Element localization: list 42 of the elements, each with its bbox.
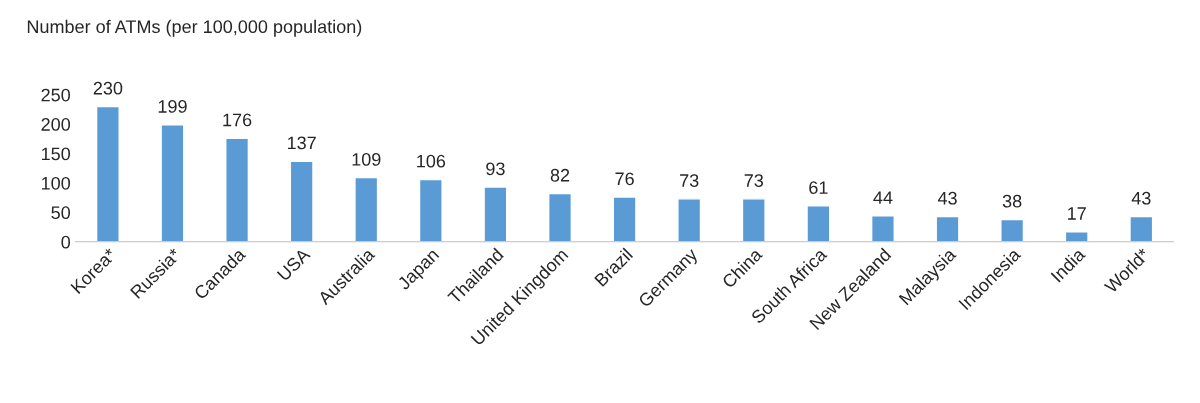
data-label: 43 [937, 191, 957, 205]
bar [225, 137, 250, 242]
bar [935, 215, 960, 242]
data-label: 82 [550, 168, 570, 182]
bar [1129, 215, 1154, 242]
bar [483, 186, 508, 242]
data-label: 73 [744, 174, 764, 187]
bar [95, 105, 120, 242]
data-label: 109 [352, 152, 381, 166]
bar [1064, 231, 1089, 242]
bar [741, 198, 766, 242]
y-tick-label: 0 [61, 235, 71, 249]
data-label: 106 [417, 154, 446, 168]
data-label: 73 [680, 174, 699, 187]
data-label: 230 [93, 81, 123, 95]
data-label: 76 [615, 172, 634, 186]
y-tick-label: 200 [41, 118, 71, 131]
data-label: 17 [1068, 207, 1086, 220]
data-label: 44 [873, 191, 893, 204]
bar [354, 176, 379, 242]
bar [612, 196, 637, 242]
y-tick-label: 150 [41, 147, 71, 161]
x-tick-label: USA [276, 247, 312, 282]
bar [289, 160, 314, 242]
chart-title: Number of ATMs (per 100,000 population) [27, 19, 362, 37]
bar [870, 215, 895, 242]
bar [548, 192, 573, 242]
y-tick-label: 250 [41, 88, 71, 102]
data-label: 93 [486, 162, 505, 176]
bar [160, 124, 185, 242]
data-label: 199 [158, 100, 187, 113]
bar [806, 205, 831, 242]
data-label: 38 [1002, 194, 1022, 208]
data-label: 61 [809, 181, 828, 195]
data-label: 43 [1131, 191, 1151, 205]
data-label: 137 [287, 136, 316, 150]
bar [418, 178, 443, 242]
y-tick-label: 50 [51, 206, 71, 220]
bar [1000, 218, 1025, 242]
y-tick-label: 100 [41, 176, 71, 190]
bar [677, 198, 702, 242]
data-label: 176 [223, 113, 252, 127]
